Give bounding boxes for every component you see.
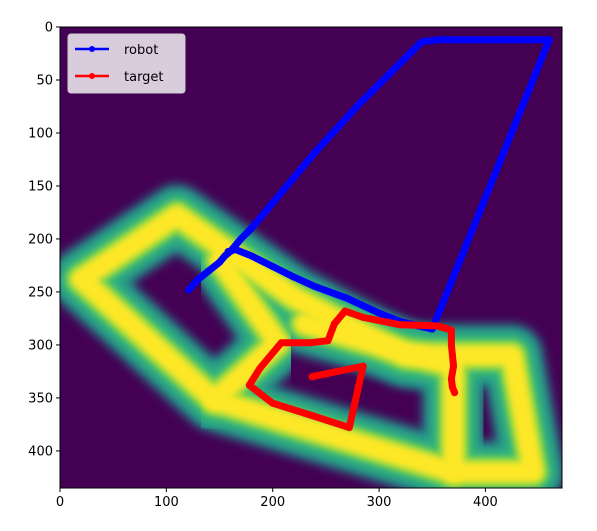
series-point-robot (375, 309, 383, 317)
y-tick-label: 200 (28, 232, 53, 247)
y-tick-label: 400 (28, 444, 53, 459)
series-point-robot (237, 235, 245, 243)
series-point-robot (333, 125, 341, 133)
series-point-robot (460, 36, 468, 44)
legend: robot target (67, 33, 186, 94)
series-point-target (451, 389, 459, 397)
series-point-target (434, 322, 442, 330)
y-tick-label: 50 (36, 73, 53, 88)
series-point-robot (354, 101, 362, 109)
series-point-robot (205, 267, 213, 275)
y-tick-label: 350 (28, 391, 53, 406)
series-point-target (306, 411, 314, 419)
heatmap-corridor-0-band-3 (71, 205, 544, 483)
y-tick-label: 150 (28, 179, 53, 194)
series-point-robot (247, 252, 255, 260)
x-tick-label: 300 (367, 495, 392, 510)
series-point-robot (503, 36, 511, 44)
series-point-target (341, 307, 349, 315)
series-point-target (447, 326, 455, 334)
series-point-target (256, 364, 264, 372)
series-point-target (277, 339, 285, 347)
series-point-target (308, 373, 316, 381)
series-point-robot (311, 148, 319, 156)
plot-frame (59, 26, 563, 489)
series-point-robot (231, 246, 239, 254)
series-point-target (269, 399, 277, 407)
x-tick-label: 100 (154, 495, 179, 510)
series-point-robot (290, 173, 298, 181)
series-point-target (345, 424, 353, 432)
x-axis: 0 100 200 300 400 (56, 488, 498, 510)
series-point-robot (311, 283, 319, 291)
series-point-robot (435, 36, 443, 44)
series-point-robot (269, 263, 277, 271)
legend-label-target: target (124, 70, 164, 85)
series-point-robot (290, 273, 298, 281)
series-point-target (245, 381, 253, 389)
series-point-target (450, 362, 458, 370)
legend-dot-target (89, 73, 95, 79)
y-tick-label: 250 (28, 285, 53, 300)
series-point-robot (343, 294, 351, 302)
series-point-robot (247, 224, 255, 232)
series-point-robot (185, 286, 193, 294)
series-layer (185, 36, 553, 432)
plot-area (59, 26, 563, 489)
y-tick-label: 100 (28, 126, 53, 141)
legend-label-robot: robot (124, 43, 158, 58)
series-point-target (396, 321, 404, 329)
legend-dot-robot (89, 46, 95, 52)
y-axis: 0 50 100 150 200 250 300 350 400 (28, 21, 60, 459)
series-point-target (306, 339, 314, 347)
series-point-robot (396, 59, 404, 67)
series-point-target (359, 362, 367, 370)
x-tick-label: 400 (473, 495, 498, 510)
y-tick-label: 300 (28, 338, 53, 353)
series-point-target (324, 337, 332, 345)
series-point-robot (258, 212, 266, 220)
x-tick-label: 0 (56, 495, 64, 510)
series-point-target (447, 375, 455, 383)
series-point-robot (418, 38, 426, 46)
series-point-robot (216, 258, 224, 266)
series-point-robot (375, 80, 383, 88)
series-point-robot (269, 199, 277, 207)
x-tick-label: 200 (260, 495, 285, 510)
series-point-robot (194, 275, 202, 283)
series-point-target (359, 313, 367, 321)
series-point-target (447, 341, 455, 349)
y-tick-label: 0 (45, 21, 53, 36)
series-point-robot (545, 36, 553, 44)
series-point-robot (224, 248, 232, 256)
series-point-target (330, 320, 338, 328)
series-point-target (448, 383, 456, 391)
